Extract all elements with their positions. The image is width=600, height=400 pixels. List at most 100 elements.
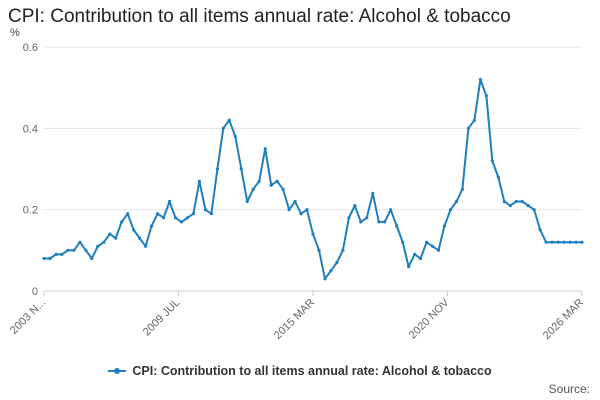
- data-point: [215, 167, 219, 171]
- data-point: [454, 199, 459, 204]
- data-point: [311, 232, 315, 236]
- data-point: [544, 240, 548, 244]
- data-point: [490, 159, 494, 163]
- data-point: [305, 208, 309, 212]
- data-point: [317, 248, 321, 252]
- data-point: [132, 228, 136, 232]
- data-point: [460, 187, 464, 191]
- data-point: [425, 240, 429, 244]
- data-point: [66, 248, 70, 252]
- data-point: [120, 220, 124, 224]
- data-point: [538, 228, 542, 232]
- data-point: [275, 179, 279, 183]
- data-point: [466, 126, 470, 130]
- data-point: [341, 248, 345, 252]
- legend-label: CPI: Contribution to all items annual ra…: [132, 364, 492, 378]
- y-tick-label: 0.4: [23, 123, 38, 135]
- data-point: [96, 244, 100, 248]
- data-point: [329, 269, 333, 273]
- data-point: [221, 126, 225, 130]
- data-point: [448, 208, 453, 212]
- data-point: [532, 208, 536, 212]
- legend[interactable]: CPI: Contribution to all items annual ra…: [0, 364, 600, 378]
- data-point: [556, 240, 560, 244]
- data-point: [347, 216, 351, 220]
- data-point: [54, 252, 58, 256]
- data-point: [371, 191, 375, 195]
- data-point: [156, 212, 160, 216]
- data-point: [526, 204, 530, 208]
- data-point: [162, 216, 166, 220]
- data-point: [269, 183, 273, 187]
- x-tick-label: 2015 MAR: [272, 297, 317, 342]
- data-point: [138, 236, 142, 240]
- data-point: [335, 260, 339, 265]
- data-point: [580, 240, 584, 244]
- data-point: [568, 240, 572, 244]
- data-point: [42, 256, 46, 261]
- source-label: Source:: [548, 382, 590, 396]
- data-point: [293, 199, 297, 204]
- data-point: [185, 216, 190, 220]
- data-point: [90, 256, 94, 261]
- x-tick-label: 2003 N...: [8, 297, 48, 337]
- data-point: [442, 224, 447, 228]
- data-point: [419, 256, 423, 261]
- data-point: [281, 187, 285, 191]
- data-point: [233, 134, 237, 139]
- data-point: [514, 199, 518, 204]
- data-point: [287, 208, 291, 212]
- data-point: [436, 248, 441, 252]
- data-point: [299, 212, 303, 216]
- data-point: [377, 220, 381, 224]
- data-point: [263, 147, 267, 151]
- data-point: [401, 240, 405, 244]
- data-point: [365, 216, 369, 220]
- y-tick-label: 0.2: [23, 205, 38, 217]
- data-point: [114, 236, 118, 240]
- data-point: [508, 204, 512, 208]
- x-tick-label: 2009 JUL: [141, 297, 183, 339]
- data-point: [550, 240, 554, 244]
- data-point: [478, 77, 482, 82]
- data-point: [389, 208, 393, 212]
- data-point: [472, 118, 476, 122]
- data-point: [150, 224, 154, 228]
- data-point: [78, 240, 82, 244]
- data-point: [108, 232, 112, 236]
- data-point: [203, 208, 207, 212]
- x-tick-label: 2026 MAR: [541, 297, 586, 342]
- data-point: [359, 220, 363, 224]
- y-tick-label: 0: [32, 286, 38, 298]
- data-point: [167, 199, 172, 204]
- data-point: [520, 199, 524, 204]
- data-point: [251, 187, 255, 191]
- data-point: [84, 248, 88, 252]
- data-point: [562, 240, 566, 244]
- data-point: [407, 265, 411, 269]
- data-point: [383, 220, 387, 224]
- data-point: [496, 175, 500, 179]
- data-point: [245, 199, 249, 204]
- data-point: [179, 220, 184, 224]
- data-point: [484, 94, 488, 98]
- legend-swatch-icon: [108, 366, 127, 376]
- data-point: [353, 204, 357, 208]
- data-point: [227, 118, 231, 122]
- x-tick-label: 2020 NOV: [407, 296, 452, 341]
- data-point: [173, 216, 178, 220]
- y-tick-label: 0.6: [23, 42, 38, 54]
- data-point: [126, 212, 130, 216]
- series-line: [44, 78, 582, 280]
- data-point: [395, 224, 399, 228]
- y-axis-unit-label: %: [10, 27, 20, 39]
- data-point: [239, 167, 243, 171]
- data-point: [144, 244, 148, 248]
- data-point: [431, 244, 435, 248]
- chart-title: CPI: Contribution to all items annual ra…: [8, 6, 511, 27]
- data-point: [574, 240, 578, 244]
- data-point: [209, 212, 213, 216]
- data-point: [257, 179, 261, 183]
- data-point: [72, 248, 76, 252]
